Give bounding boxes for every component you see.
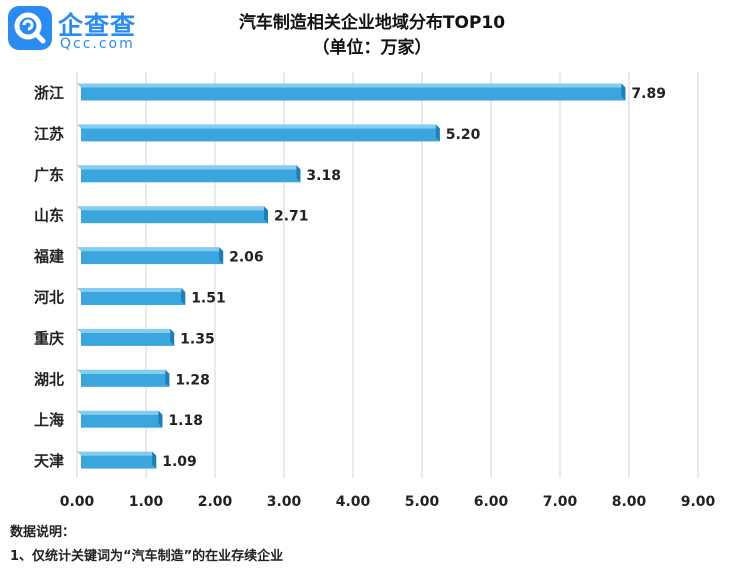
bar-side-face bbox=[158, 410, 163, 428]
x-tick-label: 1.00 bbox=[129, 494, 164, 510]
value-label: 7.89 bbox=[631, 86, 666, 102]
bar bbox=[77, 124, 440, 142]
x-tick-label: 4.00 bbox=[336, 494, 371, 510]
bar-front-face bbox=[81, 373, 170, 387]
value-label: 3.18 bbox=[306, 168, 341, 184]
category-label: 上海 bbox=[34, 411, 64, 429]
bar bbox=[77, 369, 170, 387]
bar-front-face bbox=[81, 210, 268, 224]
bar-side-face bbox=[181, 288, 186, 305]
bar bbox=[77, 451, 157, 469]
bar-side-face bbox=[296, 165, 301, 183]
bar-top-face bbox=[77, 206, 268, 211]
bar-side-face bbox=[170, 328, 175, 346]
value-label: 1.09 bbox=[162, 454, 197, 470]
bar-front-face bbox=[81, 414, 163, 428]
brand-logo: 企查查 Qcc.com bbox=[6, 4, 156, 52]
category-label: 江苏 bbox=[34, 125, 64, 143]
value-label: 5.20 bbox=[446, 127, 481, 143]
chart-subtitle: （单位：万家） bbox=[312, 38, 432, 58]
bar-top-face bbox=[77, 369, 170, 374]
category-label: 河北 bbox=[34, 289, 64, 307]
bars bbox=[77, 83, 626, 469]
bar-front-face bbox=[81, 87, 626, 101]
bar-top-face bbox=[77, 328, 175, 333]
bar-top-face bbox=[77, 247, 224, 252]
bar-side-face bbox=[165, 369, 170, 387]
category-label: 湖北 bbox=[34, 370, 64, 388]
bar-top-face bbox=[77, 83, 626, 88]
bar-front-face bbox=[81, 128, 440, 142]
bar bbox=[77, 288, 186, 305]
bar bbox=[77, 328, 175, 346]
bar-top-face bbox=[77, 165, 301, 170]
bar-front-face bbox=[81, 292, 186, 305]
bar-front-face bbox=[81, 332, 175, 346]
value-label: 1.35 bbox=[180, 331, 215, 347]
bar-chart: 0.00 1.00 2.00 3.00 4.00 5.00 6.00 7.00 8.00 9.00… bbox=[33, 72, 716, 510]
category-label: 广东 bbox=[34, 166, 64, 184]
category-label: 山东 bbox=[34, 207, 64, 225]
value-label: 1.51 bbox=[191, 291, 226, 307]
value-label: 2.06 bbox=[229, 250, 264, 266]
bar bbox=[77, 206, 268, 224]
bar-top-face bbox=[77, 124, 440, 129]
bar-front-face bbox=[81, 169, 301, 183]
chart-title: 汽车制造相关企业地域分布TOP10 bbox=[238, 13, 506, 33]
category-label: 天津 bbox=[34, 452, 64, 470]
x-tick-label: 9.00 bbox=[681, 494, 716, 510]
bar-side-face bbox=[219, 247, 224, 265]
bar-front-face bbox=[81, 251, 224, 265]
x-tick-label: 6.00 bbox=[474, 494, 509, 510]
notes-heading: 数据说明： bbox=[10, 525, 76, 540]
bar-top-face bbox=[77, 451, 157, 456]
x-tick-label: 3.00 bbox=[267, 494, 302, 510]
bar-front-face bbox=[81, 455, 157, 469]
bar-top-face bbox=[77, 410, 163, 415]
x-tick-label: 0.00 bbox=[60, 494, 95, 510]
bar-top-face bbox=[77, 288, 186, 292]
bar bbox=[77, 247, 224, 265]
bar bbox=[77, 165, 301, 183]
x-tick-label: 8.00 bbox=[612, 494, 647, 510]
value-label: 1.18 bbox=[168, 413, 203, 429]
bar-side-face bbox=[152, 451, 157, 469]
brand-name: 企查查 bbox=[58, 11, 137, 40]
notes-line: 1、仅统计关键词为“汽车制造”的在业存续企业 bbox=[10, 549, 284, 564]
category-label: 浙江 bbox=[34, 84, 64, 102]
brand-domain: Qcc.com bbox=[60, 36, 135, 52]
value-label: 1.28 bbox=[175, 372, 210, 388]
bar-side-face bbox=[263, 206, 268, 224]
bar bbox=[77, 83, 626, 101]
x-tick-label: 2.00 bbox=[198, 494, 233, 510]
bar-side-face bbox=[435, 124, 440, 142]
labels: 0.00 1.00 2.00 3.00 4.00 5.00 6.00 7.00 8.00 9.00… bbox=[33, 84, 716, 510]
bar bbox=[77, 410, 163, 428]
x-tick-label: 5.00 bbox=[405, 494, 440, 510]
qcc-logo-icon bbox=[8, 6, 52, 50]
value-label: 2.71 bbox=[274, 209, 309, 225]
bar-side-face bbox=[621, 83, 626, 101]
x-tick-label: 7.00 bbox=[543, 494, 578, 510]
category-label: 重庆 bbox=[34, 329, 64, 347]
category-label: 福建 bbox=[33, 248, 65, 266]
